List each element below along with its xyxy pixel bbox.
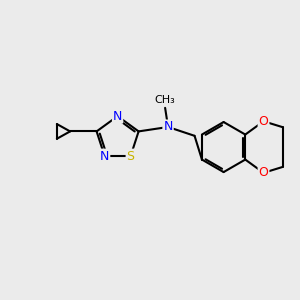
Text: N: N <box>164 121 173 134</box>
Text: N: N <box>100 150 109 163</box>
Text: S: S <box>127 150 135 163</box>
Text: O: O <box>259 115 269 128</box>
Text: O: O <box>259 166 269 179</box>
Text: CH₃: CH₃ <box>155 95 176 106</box>
Text: N: N <box>113 110 122 123</box>
